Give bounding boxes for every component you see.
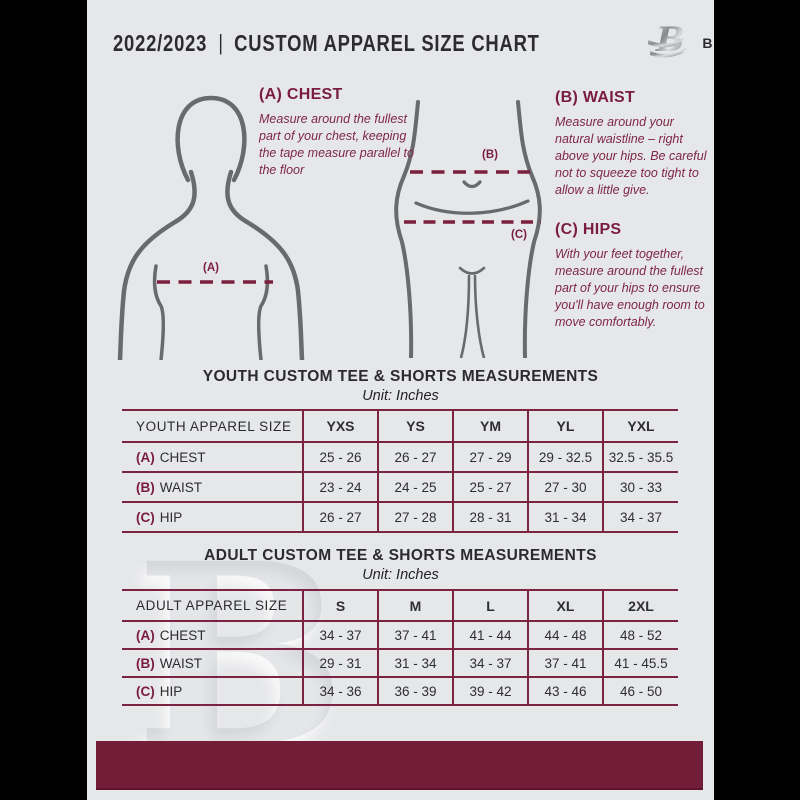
page-title: 2022/2023 | CUSTOM APPAREL SIZE CHART xyxy=(113,30,540,57)
adult-chest-row: (A) CHEST 34 - 37 37 - 41 41 - 44 44 - 48… xyxy=(122,621,678,649)
footer-accent-bar xyxy=(96,741,703,790)
cell: 29 - 32.5 xyxy=(527,442,603,472)
page-header: 2022/2023 | CUSTOM APPAREL SIZE CHART B xyxy=(113,20,714,64)
row-label: (A) CHEST xyxy=(122,621,303,649)
youth-size-header-cell: YOUTH APPAREL SIZE xyxy=(136,418,292,434)
cell: 34 - 36 xyxy=(302,677,378,705)
hips-instruction-heading: (C) HIPS xyxy=(555,221,622,238)
cell: 25 - 26 xyxy=(302,442,378,472)
cell: 36 - 39 xyxy=(377,677,453,705)
cell: 34 - 37 xyxy=(302,621,378,649)
waist-instruction-heading: (B) WAIST xyxy=(555,89,636,106)
row-title: CHEST xyxy=(159,627,206,643)
brand-block: B BREAKAWAY xyxy=(646,20,714,67)
lower-body-figure xyxy=(394,100,542,358)
cell: 48 - 52 xyxy=(602,621,678,649)
adult-hip-row: (C) HIP 34 - 36 36 - 39 39 - 42 43 - 46 4… xyxy=(122,677,678,705)
row-title: HIP xyxy=(159,509,183,525)
page-title-text: CUSTOM APPAREL SIZE CHART xyxy=(234,29,540,56)
row-label: (C) HIP xyxy=(122,502,303,532)
chart-page: B 2022/2023 | CUSTOM APPAREL SIZE CHART xyxy=(87,0,714,800)
chest-instruction-text: Measure around the fullest part of your … xyxy=(259,112,414,177)
youth-unit-label: Unit: Inches xyxy=(362,388,439,404)
row-key: (C) xyxy=(136,683,155,699)
chest-line-label: (A) xyxy=(203,262,219,274)
cell: 46 - 50 xyxy=(602,677,678,705)
adult-table-header-row: ADULT APPAREL SIZE S M L XL 2XL xyxy=(122,590,678,621)
row-key: (C) xyxy=(136,509,155,525)
row-key: (B) xyxy=(136,479,155,495)
cell: 31 - 34 xyxy=(527,502,603,532)
cell: 34 - 37 xyxy=(602,502,678,532)
cell: 37 - 41 xyxy=(377,621,453,649)
adult-waist-row: (B) WAIST 29 - 31 31 - 34 34 - 37 37 - 41… xyxy=(122,649,678,677)
youth-size-ym: YM xyxy=(452,410,528,442)
cell: 27 - 30 xyxy=(527,472,603,502)
hips-instruction-text: With your feet together, measure around … xyxy=(555,247,705,329)
waist-instruction-text: Measure around your natural waistline – … xyxy=(555,115,707,197)
cell: 23 - 24 xyxy=(302,472,378,502)
cell: 34 - 37 xyxy=(452,649,528,677)
adult-section-title: ADULT CUSTOM TEE & SHORTS MEASUREMENTS xyxy=(204,547,597,564)
youth-section-title: YOUTH CUSTOM TEE & SHORTS MEASUREMENTS xyxy=(202,368,599,385)
youth-hip-row: (C) HIP 26 - 27 27 - 28 28 - 31 31 - 34 3… xyxy=(122,502,678,532)
hips-line-label: (C) xyxy=(511,229,527,241)
row-key: (B) xyxy=(136,655,155,671)
adult-size-s: S xyxy=(302,590,378,621)
cell: 29 - 31 xyxy=(302,649,378,677)
chest-instruction-heading: (A) CHEST xyxy=(259,86,343,103)
cell: 30 - 33 xyxy=(602,472,678,502)
cell: 31 - 34 xyxy=(377,649,453,677)
row-label: (B) WAIST xyxy=(122,649,303,677)
cell: 41 - 45.5 xyxy=(602,649,678,677)
youth-chest-row: (A) CHEST 25 - 26 26 - 27 27 - 29 29 - 32… xyxy=(122,442,678,472)
adult-size-m: M xyxy=(377,590,453,621)
youth-size-yl: YL xyxy=(527,410,603,442)
adult-unit-label: Unit: Inches xyxy=(362,567,439,583)
youth-size-yxs: YXS xyxy=(302,410,378,442)
adult-size-table: ADULT APPAREL SIZE S M L XL 2XL (A) CHEST… xyxy=(122,589,678,706)
row-key: (A) xyxy=(136,627,155,643)
cell: 32.5 - 35.5 xyxy=(602,442,678,472)
row-title: HIP xyxy=(159,683,183,699)
title-divider: | xyxy=(218,30,223,55)
cell: 26 - 27 xyxy=(302,502,378,532)
brand-name: BREAKAWAY xyxy=(702,35,714,51)
row-title: WAIST xyxy=(159,655,202,671)
cell: 43 - 46 xyxy=(527,677,603,705)
youth-size-table: YOUTH APPAREL SIZE YXS YS YM YL YXL (A) C… xyxy=(122,409,678,533)
row-title: WAIST xyxy=(159,479,202,495)
season-label: 2022/2023 xyxy=(113,29,208,56)
cell: 37 - 41 xyxy=(527,649,603,677)
cell: 27 - 29 xyxy=(452,442,528,472)
adult-size-l: L xyxy=(452,590,528,621)
row-label: (B) WAIST xyxy=(122,472,303,502)
row-label: (A) CHEST xyxy=(122,442,303,472)
adult-size-header-cell: ADULT APPAREL SIZE xyxy=(136,598,288,613)
upper-body-figure xyxy=(117,95,305,360)
waist-line-label: (B) xyxy=(482,149,498,161)
row-title: CHEST xyxy=(159,449,206,465)
breakaway-logo-icon: B xyxy=(646,20,692,67)
adult-size-2xl: 2XL xyxy=(602,590,678,621)
cell: 25 - 27 xyxy=(452,472,528,502)
cell: 26 - 27 xyxy=(377,442,453,472)
cell: 28 - 31 xyxy=(452,502,528,532)
youth-size-yxl: YXL xyxy=(602,410,678,442)
youth-waist-row: (B) WAIST 23 - 24 24 - 25 25 - 27 27 - 30… xyxy=(122,472,678,502)
row-key: (A) xyxy=(136,449,155,465)
youth-size-ys: YS xyxy=(377,410,453,442)
adult-size-xl: XL xyxy=(527,590,603,621)
cell: 24 - 25 xyxy=(377,472,453,502)
cell: 27 - 28 xyxy=(377,502,453,532)
youth-table-header-row: YOUTH APPAREL SIZE YXS YS YM YL YXL xyxy=(122,410,678,442)
cell: 41 - 44 xyxy=(452,621,528,649)
row-label: (C) HIP xyxy=(122,677,303,705)
cell: 44 - 48 xyxy=(527,621,603,649)
cell: 39 - 42 xyxy=(452,677,528,705)
